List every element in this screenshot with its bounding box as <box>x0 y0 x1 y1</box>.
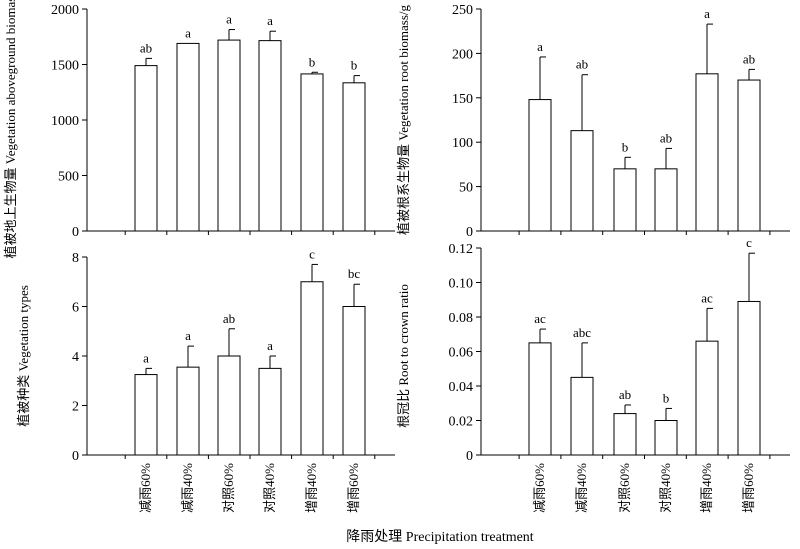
bar <box>528 342 552 456</box>
significance-label: ab <box>660 130 672 145</box>
y-axis-title: 植被地上生物量 Vegetation aboveground biomass/g <box>3 0 18 258</box>
significance-label: a <box>267 338 273 353</box>
x-tick-label: 增雨40% <box>699 463 714 513</box>
y-tick-label: 0 <box>466 225 473 240</box>
significance-label: b <box>622 139 629 154</box>
y-tick-label: 200 <box>452 47 473 62</box>
bar <box>134 65 158 232</box>
y-tick-label: 250 <box>452 3 473 18</box>
significance-label: ab <box>743 51 755 66</box>
bar <box>300 281 324 456</box>
x-tick-label: 增雨60% <box>741 463 756 513</box>
x-tick-label: 对照40% <box>658 463 673 513</box>
y-axis-title: 植被种类 Vegetation types <box>16 285 31 427</box>
significance-label: b <box>663 390 670 405</box>
y-tick-label: 0.02 <box>449 415 474 430</box>
y-tick-label: 1000 <box>51 114 79 129</box>
y-tick-label: 8 <box>72 251 79 266</box>
y-tick-label: 150 <box>452 92 473 107</box>
significance-label: ac <box>534 311 546 326</box>
y-tick-label: 50 <box>459 181 473 196</box>
y-tick-label: 2000 <box>51 3 79 18</box>
significance-label: abc <box>573 325 591 340</box>
bar <box>342 82 366 232</box>
bar <box>654 420 678 456</box>
significance-label: ab <box>223 311 235 326</box>
bar <box>176 42 200 232</box>
bar <box>300 73 324 232</box>
bar <box>134 374 158 456</box>
y-tick-label: 0.04 <box>449 380 474 395</box>
y-tick-label: 0 <box>466 449 473 464</box>
chart-root-crown-ratio: 0 0.02 0.04 0.06 0.08 0.10 0.12 ac abc ab b ac c 根冠比 … <box>396 235 790 464</box>
y-tick-label: 6 <box>72 301 79 316</box>
x-tick-label: 减雨40% <box>574 463 589 513</box>
y-tick-label: 0 <box>72 225 79 240</box>
significance-label: ab <box>619 387 631 402</box>
bar <box>570 130 594 232</box>
x-tick-label: 增雨60% <box>346 463 361 513</box>
bar <box>737 300 761 456</box>
bar <box>613 168 637 232</box>
shared-x-axis-title: 降雨处理 Precipitation treatment <box>346 529 534 545</box>
y-tick-label: 0.12 <box>449 242 474 257</box>
significance-label: a <box>226 12 232 27</box>
y-tick-label: 0.08 <box>449 311 474 326</box>
significance-label: ab <box>576 57 588 72</box>
y-tick-label: 0 <box>72 449 79 464</box>
x-tick-label: 减雨40% <box>180 463 195 513</box>
y-axis-title: 植被根系生物量 Vegetation root biomass/g <box>396 5 411 236</box>
chart-root-biomass: 0 50 100 150 200 250 a ab b ab a ab 植被根系生物量 Vegetati… <box>396 3 790 240</box>
significance-label: a <box>143 350 149 365</box>
significance-label: c <box>746 235 752 250</box>
x-tick-label: 增雨40% <box>304 463 319 513</box>
x-tick-label: 对照60% <box>617 463 632 513</box>
significance-label: a <box>185 25 191 40</box>
significance-label: c <box>309 246 315 261</box>
significance-label: a <box>704 6 710 21</box>
x-tick-label: 对照40% <box>262 463 277 513</box>
significance-label: b <box>351 58 358 73</box>
bar <box>258 367 282 456</box>
bar <box>528 99 552 232</box>
significance-label: ac <box>701 290 713 305</box>
bar <box>695 340 719 456</box>
significance-label: a <box>267 13 273 28</box>
bar <box>258 40 282 232</box>
bar <box>342 306 366 456</box>
significance-label: bc <box>348 266 361 281</box>
bar <box>176 366 200 456</box>
x-tick-label: 对照60% <box>221 463 236 513</box>
y-tick-label: 500 <box>58 170 79 185</box>
y-axis-title: 根冠比 Root to crown ratio <box>396 284 411 428</box>
bar <box>737 79 761 232</box>
y-tick-label: 100 <box>452 136 473 151</box>
bar <box>570 376 594 456</box>
significance-label: ab <box>140 40 152 55</box>
significance-label: a <box>537 39 543 54</box>
x-tick-label: 减雨60% <box>138 463 153 513</box>
chart-vegetation-types: 0 2 4 6 8 a a ab a c bc 植被种类 Vegetation types <box>16 246 395 464</box>
significance-label: a <box>185 328 191 343</box>
bar <box>613 413 637 456</box>
bar <box>217 355 241 456</box>
x-category-labels: 减雨60% 减雨40% 对照60% 对照40% 增雨40% 增雨60% 减雨60% 减雨40%… <box>138 463 756 513</box>
bar <box>217 39 241 232</box>
x-tick-label: 减雨60% <box>532 463 547 513</box>
y-tick-label: 2 <box>72 400 79 415</box>
y-tick-label: 1500 <box>51 59 79 74</box>
significance-label: b <box>309 54 316 69</box>
y-tick-label: 0.06 <box>449 346 474 361</box>
y-tick-label: 0.10 <box>449 277 474 292</box>
bar <box>695 73 719 232</box>
y-tick-label: 4 <box>72 350 79 365</box>
bar <box>654 168 678 232</box>
